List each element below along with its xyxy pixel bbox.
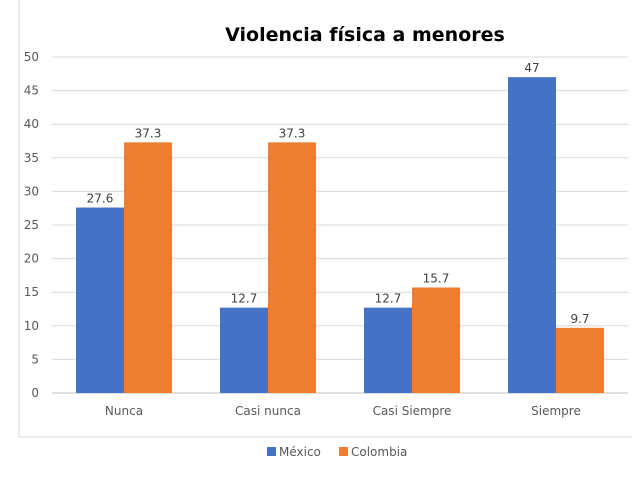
y-axis-ticks: 0 5 10 15 20 25 30 35 40 45 50 [24, 50, 39, 400]
bars [76, 77, 604, 393]
bar-mexico [508, 77, 556, 393]
x-axis-categories: Nunca Casi nunca Casi Siempre Siempre [105, 404, 581, 418]
y-tick-label: 20 [24, 252, 39, 266]
y-tick-label: 40 [24, 117, 39, 131]
legend-swatch [267, 447, 276, 456]
data-label: 37.3 [279, 126, 306, 140]
bar-colombia [556, 327, 604, 393]
y-tick-label: 0 [31, 386, 39, 400]
legend: México Colombia [267, 445, 407, 459]
x-category-label: Casi Siempre [373, 404, 452, 418]
data-label: 12.7 [375, 292, 402, 306]
data-label: 37.3 [135, 126, 162, 140]
x-category-label: Nunca [105, 404, 143, 418]
y-tick-label: 10 [24, 319, 39, 333]
y-tick-label: 5 [31, 352, 39, 366]
bar-mexico [220, 307, 268, 393]
y-tick-label: 30 [24, 184, 39, 198]
bar-mexico [364, 307, 412, 393]
bar-colombia [124, 142, 172, 393]
legend-swatch [339, 447, 348, 456]
data-label: 27.6 [87, 192, 114, 206]
data-label: 12.7 [231, 292, 258, 306]
bar-colombia [412, 287, 460, 393]
chart-title: Violencia física a menores [225, 24, 505, 46]
bar-mexico [76, 207, 124, 393]
data-label: 9.7 [570, 312, 589, 326]
data-label: 47 [524, 61, 539, 75]
y-tick-label: 15 [24, 285, 39, 299]
bar-colombia [268, 142, 316, 393]
legend-label: Colombia [351, 445, 407, 459]
x-category-label: Casi nunca [235, 404, 301, 418]
y-tick-label: 35 [24, 151, 39, 165]
x-category-label: Siempre [531, 404, 581, 418]
legend-label: México [279, 445, 321, 459]
data-label: 15.7 [423, 271, 450, 285]
y-tick-label: 45 [24, 84, 39, 98]
y-tick-label: 25 [24, 218, 39, 232]
data-labels: 27.6 37.3 12.7 37.3 12.7 15.7 47 9.7 [87, 61, 590, 326]
y-tick-label: 50 [24, 50, 39, 64]
